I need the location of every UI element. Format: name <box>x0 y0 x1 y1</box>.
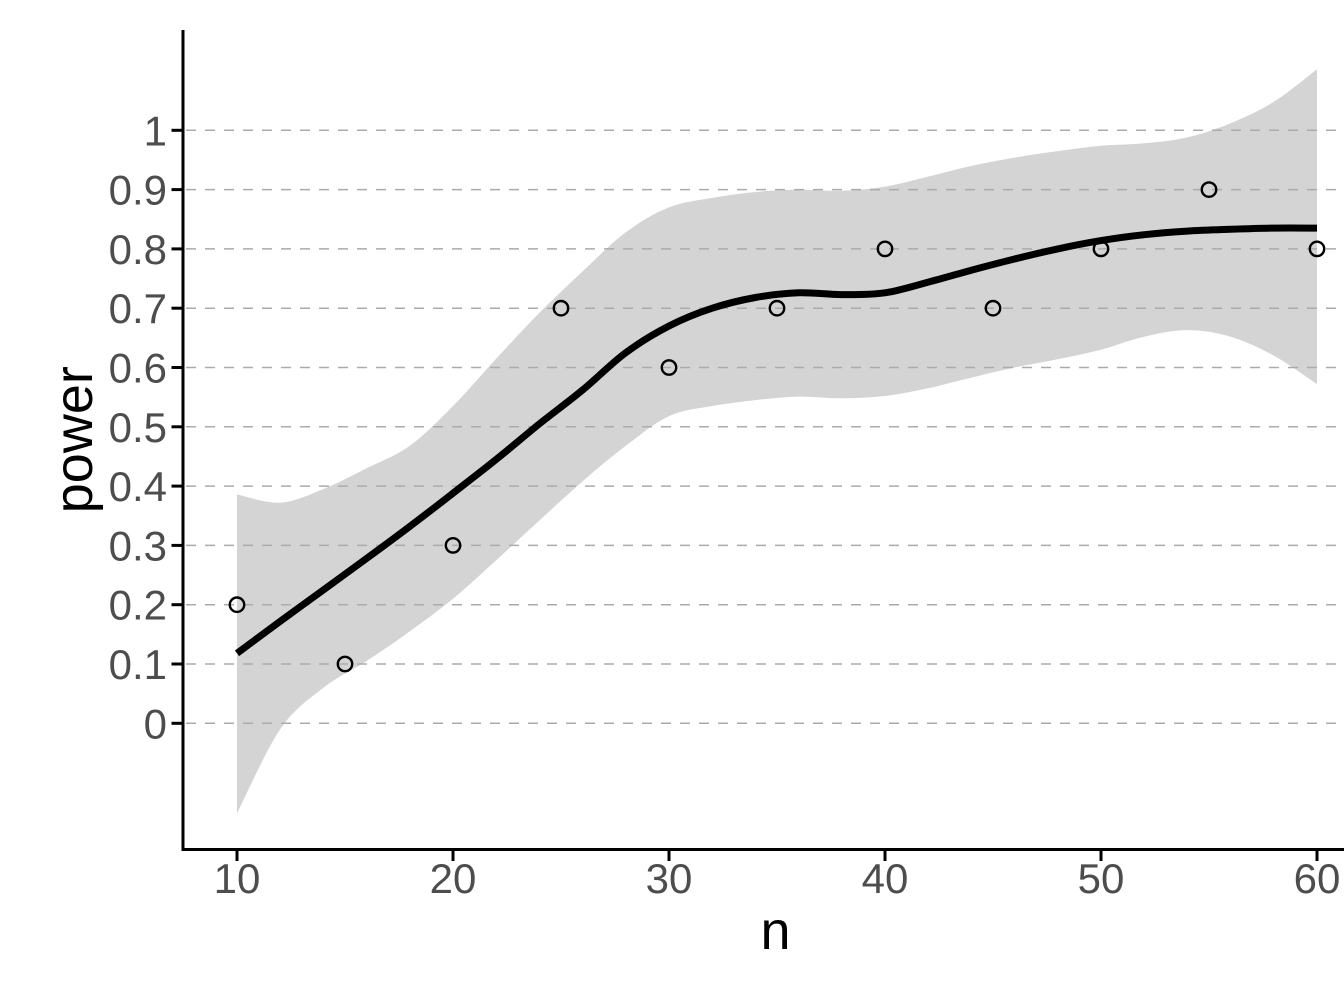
data-points <box>228 181 1326 673</box>
smooth-line <box>234 224 1318 657</box>
data-point <box>336 655 354 673</box>
x-tick-label: 40 <box>862 855 909 902</box>
data-point <box>1308 240 1326 258</box>
x-tick-label: 50 <box>1078 855 1125 902</box>
y-tick-label: 0.1 <box>109 641 167 688</box>
x-tick-label: 10 <box>214 855 261 902</box>
y-tick-label: 0.3 <box>109 522 167 569</box>
data-point <box>984 299 1002 317</box>
x-axis-title: n <box>760 901 790 961</box>
x-tick-label: 30 <box>646 855 693 902</box>
power-vs-n-chart: 10 20 30 40 50 60 0 0.1 0.2 0.3 0.4 0.5 0.6 0.7 0.8 0.9… <box>40 16 1344 976</box>
x-tick-label: 20 <box>430 855 477 902</box>
y-tick-label: 0.7 <box>109 285 167 332</box>
y-tick-label: 0.8 <box>109 226 167 273</box>
confidence-band <box>237 69 1317 814</box>
y-tick-label: 0.4 <box>109 463 167 510</box>
data-point <box>1200 181 1218 199</box>
y-axis-title: power <box>44 366 104 513</box>
y-tick-label: 1 <box>144 107 167 154</box>
x-tick-label: 60 <box>1294 855 1341 902</box>
data-point <box>1092 240 1110 258</box>
chart-plot-area: 10 20 30 40 50 60 0 0.1 0.2 0.3 0.4 0.5 0.6 0.7 0.8 0.9… <box>109 30 1344 902</box>
y-tick-label: 0 <box>144 700 167 747</box>
data-point <box>660 359 678 376</box>
y-tick-label: 0.6 <box>109 345 167 392</box>
y-tick-label: 0.2 <box>109 582 167 629</box>
data-point <box>552 299 570 317</box>
data-point <box>228 596 246 614</box>
y-tick-label: 0.9 <box>109 167 167 214</box>
axis-ticks-and-labels: 10 20 30 40 50 60 0 0.1 0.2 0.3 0.4 0.5 0.6 0.7 0.8 0.9… <box>109 107 1341 902</box>
data-point <box>768 299 786 317</box>
chart-canvas: 10 20 30 40 50 60 0 0.1 0.2 0.3 0.4 0.5 0.6 0.7 0.8 0.9… <box>44 30 1344 961</box>
data-point <box>876 240 894 258</box>
y-tick-label: 0.5 <box>109 404 167 451</box>
data-point <box>444 537 462 554</box>
